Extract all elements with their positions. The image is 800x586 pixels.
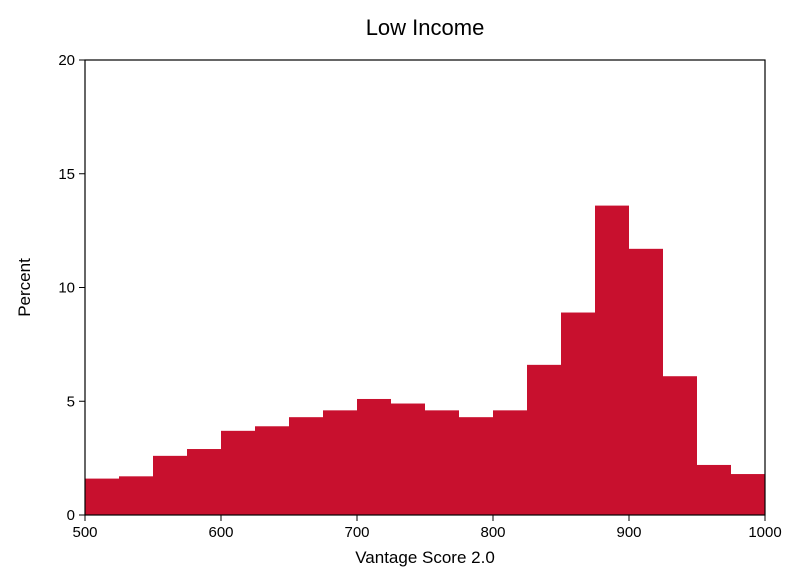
histogram-bar — [323, 410, 357, 515]
y-axis-label: Percent — [15, 258, 34, 317]
histogram-bar — [731, 474, 765, 515]
histogram-bar — [595, 206, 629, 515]
histogram-chart: Low Income 500 600 700 800 900 1000 0 5 10 15 20 Van… — [0, 0, 800, 586]
histogram-bar — [289, 417, 323, 515]
histogram-bar — [629, 249, 663, 515]
histogram-bar — [391, 404, 425, 515]
x-tick-label: 900 — [616, 524, 641, 541]
y-tick-label: 10 — [58, 280, 75, 297]
x-tick-label: 600 — [208, 524, 233, 541]
x-tick-label: 1000 — [748, 524, 781, 541]
x-axis-label: Vantage Score 2.0 — [355, 548, 495, 567]
histogram-bar — [527, 365, 561, 515]
histogram-bar — [255, 426, 289, 515]
y-tick-label: 15 — [58, 166, 75, 183]
histogram-bar — [187, 449, 221, 515]
y-tick-label: 0 — [67, 507, 75, 524]
histogram-bar — [697, 465, 731, 515]
histogram-bar — [221, 431, 255, 515]
histogram-bar — [561, 313, 595, 515]
histogram-bar — [459, 417, 493, 515]
x-tick-label: 800 — [480, 524, 505, 541]
histogram-bar — [153, 456, 187, 515]
x-tick-label: 700 — [344, 524, 369, 541]
chart-svg: Low Income 500 600 700 800 900 1000 0 5 10 15 20 Van… — [0, 0, 800, 586]
x-tick-label: 500 — [72, 524, 97, 541]
histogram-bar — [85, 479, 119, 515]
y-tick-label: 5 — [67, 393, 75, 410]
histogram-bar — [119, 476, 153, 515]
histogram-bar — [663, 376, 697, 515]
histogram-bar — [425, 410, 459, 515]
chart-title: Low Income — [366, 15, 485, 40]
histogram-bar — [357, 399, 391, 515]
histogram-bar — [493, 410, 527, 515]
y-tick-label: 20 — [58, 52, 75, 69]
